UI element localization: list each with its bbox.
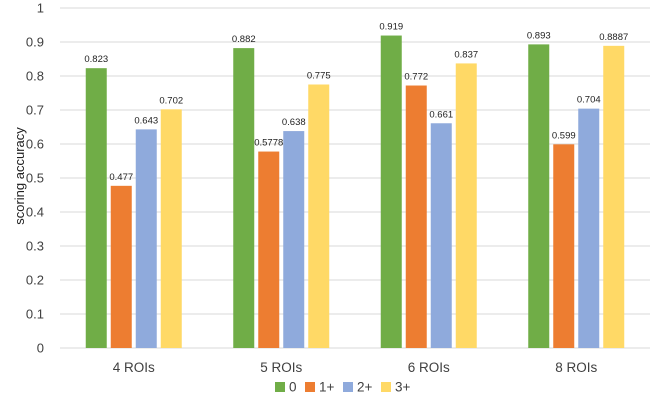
bar-2plus-0 xyxy=(135,129,157,348)
bars xyxy=(85,35,625,349)
data-label: 0.772 xyxy=(404,72,428,83)
bar-3plus-1 xyxy=(308,84,330,348)
data-label: 0.823 xyxy=(84,54,108,65)
bar-2plus-1 xyxy=(283,131,305,348)
y-tick-label: 0.7 xyxy=(26,103,44,118)
legend-label: 3+ xyxy=(395,380,411,395)
y-tick-label: 0.6 xyxy=(26,137,44,152)
y-axis-label: scoring accuracy xyxy=(12,127,27,225)
legend: 0 1+ 2+ 3+ xyxy=(275,380,411,395)
legend-label: 0 xyxy=(289,380,297,395)
legend-label: 2+ xyxy=(357,380,373,395)
bar-3plus-2 xyxy=(455,63,477,349)
data-label: 0.893 xyxy=(527,30,551,41)
y-tick-label: 0 xyxy=(37,341,44,356)
y-tick-label: 0.2 xyxy=(26,273,44,288)
y-axis-ticks: 0 0.1 0.2 0.3 0.4 0.5 0.6 0.7 0.8 0.9 1 xyxy=(26,1,44,356)
bar-1plus-2 xyxy=(405,85,427,349)
y-tick-label: 0.9 xyxy=(26,35,44,50)
data-label: 0.5778 xyxy=(254,138,283,149)
bar-3plus-0 xyxy=(160,109,182,348)
bar-2plus-2 xyxy=(430,123,452,348)
bar-1plus-0 xyxy=(110,185,132,348)
data-label: 0.702 xyxy=(159,95,183,106)
data-label: 0.643 xyxy=(134,115,158,126)
data-label: 0.638 xyxy=(282,117,306,128)
bar-1plus-1 xyxy=(258,151,280,348)
legend-swatch xyxy=(381,382,391,392)
data-label: 0.661 xyxy=(429,109,453,120)
y-tick-label: 0.3 xyxy=(26,239,44,254)
legend-swatch xyxy=(305,382,315,392)
y-tick-label: 0.5 xyxy=(26,171,44,186)
bar-2plus-3 xyxy=(578,108,600,348)
bar-1plus-3 xyxy=(553,144,575,348)
data-label: 0.882 xyxy=(232,34,256,45)
legend-swatch xyxy=(275,382,285,392)
data-label: 0.837 xyxy=(454,49,478,60)
x-category-label: 6 ROIs xyxy=(408,360,450,375)
x-category-label: 4 ROIs xyxy=(113,360,155,375)
bar-0-1 xyxy=(233,48,255,349)
y-tick-label: 0.8 xyxy=(26,69,44,84)
bar-0-3 xyxy=(528,44,550,348)
data-label: 0.599 xyxy=(552,130,576,141)
bar-3plus-3 xyxy=(603,45,625,348)
y-tick-label: 0.1 xyxy=(26,307,44,322)
x-category-label: 8 ROIs xyxy=(555,360,597,375)
data-label: 0.775 xyxy=(307,71,331,82)
y-tick-label: 1 xyxy=(37,1,44,16)
bar-0-0 xyxy=(85,68,107,349)
gridlines xyxy=(60,7,650,349)
data-label: 0.919 xyxy=(379,22,403,33)
x-category-label: 5 ROIs xyxy=(260,360,302,375)
x-axis-categories: 4 ROIs 5 ROIs 6 ROIs 8 ROIs xyxy=(113,360,598,375)
data-label: 0.8887 xyxy=(599,32,628,43)
legend-label: 1+ xyxy=(319,380,335,395)
y-tick-label: 0.4 xyxy=(26,205,44,220)
data-label: 0.477 xyxy=(109,172,133,183)
bar-0-2 xyxy=(380,35,402,348)
legend-swatch xyxy=(343,382,353,392)
data-label: 0.704 xyxy=(577,95,601,106)
